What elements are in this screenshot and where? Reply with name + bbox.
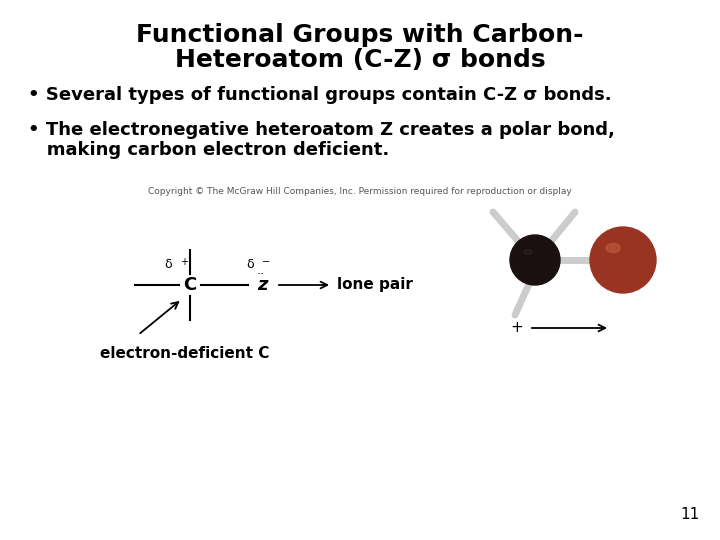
Ellipse shape [524,249,532,254]
Text: ··: ·· [257,268,265,281]
Circle shape [510,235,560,285]
Text: making carbon electron deficient.: making carbon electron deficient. [28,141,390,159]
Text: z: z [257,276,267,294]
Text: • The electronegative heteroatom Z creates a polar bond,: • The electronegative heteroatom Z creat… [28,121,615,139]
Text: • Several types of functional groups contain C-Z σ bonds.: • Several types of functional groups con… [28,86,611,104]
Text: −: − [262,257,270,267]
Text: Heteroatom (C-Z) σ bonds: Heteroatom (C-Z) σ bonds [175,48,545,72]
Text: δ: δ [246,258,254,271]
Text: +: + [510,321,523,335]
Ellipse shape [606,244,620,253]
Text: C: C [184,276,197,294]
Text: Copyright © The McGraw Hill Companies, Inc. Permission required for reproduction: Copyright © The McGraw Hill Companies, I… [148,187,572,197]
Text: lone pair: lone pair [337,278,413,293]
Text: Functional Groups with Carbon-: Functional Groups with Carbon- [136,23,584,47]
Text: electron-deficient C: electron-deficient C [100,346,269,361]
Text: +: + [180,257,188,267]
Circle shape [590,227,656,293]
Text: 11: 11 [680,507,700,522]
Text: δ: δ [164,258,172,271]
